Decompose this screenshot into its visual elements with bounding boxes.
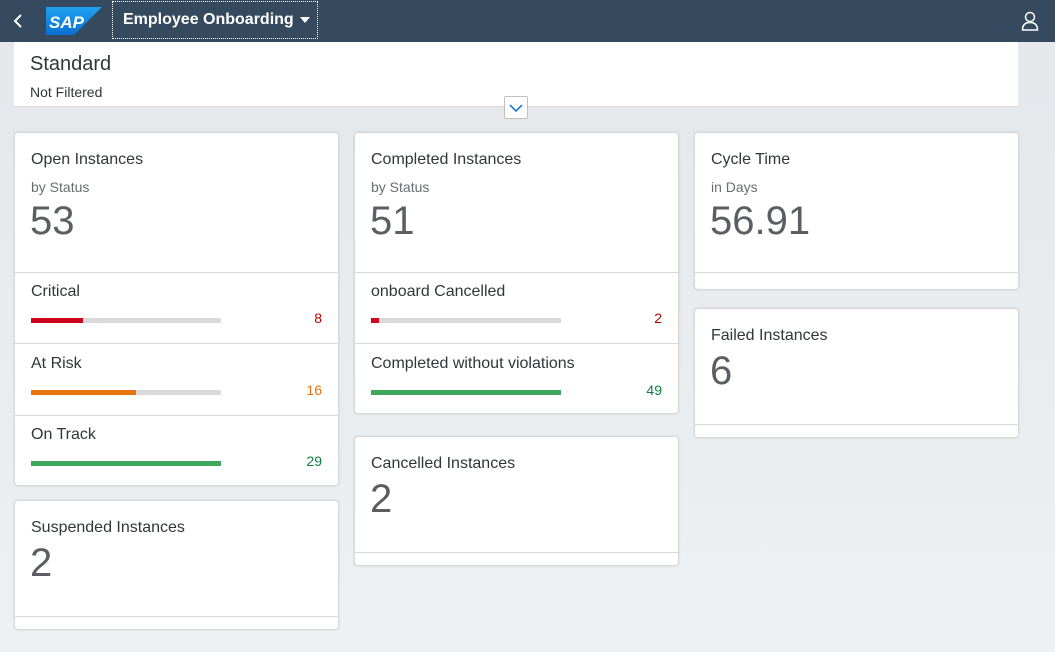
progress-fill [371,318,379,323]
card-title: Completed Instances [371,151,522,168]
progress-fill [371,390,561,395]
card-subtitle: by Status [371,179,430,195]
progress-fill [31,461,221,466]
cycle-time-card[interactable]: Cycle Time in Days 56.91 [694,132,1019,290]
row-value: 8 [314,310,322,326]
card-subtitle: by Status [31,179,90,195]
row-label: Completed without violations [371,355,575,372]
completed-instances-card[interactable]: Completed Instances by Status 51 onboard… [354,132,679,414]
expand-header-button[interactable] [504,96,528,119]
app-title: Employee Onboarding [123,11,294,28]
back-button[interactable] [0,0,36,42]
kpi-value: 56.91 [710,199,811,243]
divider [15,272,338,273]
user-button[interactable] [1019,10,1041,32]
progress-bar [31,390,221,395]
cancelled-instances-card[interactable]: Cancelled Instances 2 [354,436,679,566]
row-label: onboard Cancelled [371,283,506,300]
divider [355,552,678,553]
status-row-completed-without-violations[interactable]: Completed without violations 49 [355,345,678,414]
card-title: Failed Instances [711,327,828,344]
divider [355,343,678,344]
sap-logo-icon: SAP [46,7,102,35]
kpi-value: 2 [370,477,393,521]
kpi-value: 53 [30,199,75,243]
caret-down-icon [299,17,310,23]
row-value: 49 [646,382,662,398]
progress-bar [31,318,221,323]
row-value: 29 [306,453,322,469]
progress-bar [371,390,561,395]
chevron-down-icon [509,103,523,112]
kpi-value: 6 [710,349,733,393]
card-title: Open Instances [31,151,144,168]
row-label: Critical [31,283,80,300]
svg-text:SAP: SAP [49,13,85,32]
filter-status: Not Filtered [30,84,103,100]
status-row-at-risk[interactable]: At Risk 16 [15,345,338,416]
open-instances-card[interactable]: Open Instances by Status 53 Critical 8 A… [14,132,339,486]
chevron-left-icon [13,14,22,28]
status-row-critical[interactable]: Critical 8 [15,273,338,344]
kpi-value: 51 [370,199,415,243]
card-title: Suspended Instances [31,519,185,536]
progress-fill [31,318,84,323]
divider [15,343,338,344]
divider [15,415,338,416]
row-label: On Track [31,426,96,443]
divider [355,272,678,273]
status-row-on-track[interactable]: On Track 29 [15,416,338,486]
user-icon [1021,11,1039,31]
app-title-menu[interactable]: Employee Onboarding [112,1,318,39]
progress-fill [31,390,136,395]
divider [695,424,1018,425]
card-title: Cancelled Instances [371,455,516,472]
card-title: Cycle Time [711,151,791,168]
row-value: 2 [654,310,662,326]
card-subtitle: in Days [711,179,758,195]
row-value: 16 [306,382,322,398]
status-row-onboard-cancelled[interactable]: onboard Cancelled 2 [355,273,678,344]
variant-title[interactable]: Standard [30,53,112,75]
failed-instances-card[interactable]: Failed Instances 6 [694,308,1019,438]
progress-bar [31,461,221,466]
progress-bar [371,318,561,323]
kpi-value: 2 [30,541,53,585]
divider [695,272,1018,273]
sap-logo[interactable]: SAP [46,7,102,35]
row-label: At Risk [31,355,82,372]
divider [15,616,338,617]
shell-bar: SAP Employee Onboarding [0,0,1055,42]
suspended-instances-card[interactable]: Suspended Instances 2 [14,500,339,630]
